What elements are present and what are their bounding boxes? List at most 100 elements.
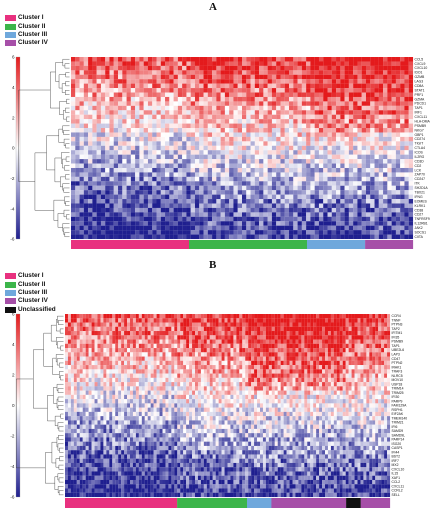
heatmap-cell [113,123,119,129]
heatmap-cell [139,207,144,213]
heatmap-cell [216,61,221,66]
heatmap-cell [139,79,144,84]
heatmap-cell [348,167,354,173]
heatmap-cell [259,225,264,231]
heatmap-cell [314,185,320,191]
heatmap-cell [130,190,136,195]
heatmap-cell [345,360,349,366]
heatmap-cell [301,326,305,332]
heatmap-cell [109,331,113,336]
heatmap-cell [336,154,341,160]
heatmap-cell [297,114,302,120]
heatmap-cell [168,360,172,366]
heatmap-cell [370,159,375,164]
heatmap-cell [365,119,371,124]
heatmap-cell [153,348,157,353]
heatmap-cell [297,163,302,169]
heatmap-cell [301,365,305,370]
heatmap-cell [295,356,299,361]
heatmap-cell [267,119,272,124]
heatmap-cell [259,74,264,80]
heatmap-cell [348,92,354,97]
heatmap-cell [259,176,264,182]
heatmap-cell [135,154,140,160]
heatmap-cell [168,318,172,323]
heatmap-cell [73,356,77,361]
heatmap-cell [354,360,358,366]
heatmap-cell [259,79,264,84]
heatmap-cell [100,61,106,66]
heatmap-cell [144,348,148,353]
heatmap-cell [301,123,307,129]
heatmap-cell [224,356,228,361]
heatmap-cell [88,318,92,323]
heatmap-cell [297,207,302,213]
heatmap-cell [365,234,371,240]
heatmap-cell [209,335,213,340]
heatmap-cell [357,83,362,89]
heatmap-cell [118,339,122,344]
heatmap-cell [207,145,213,151]
heatmap-cell [289,88,294,93]
heatmap-cell [267,132,272,137]
heatmap-cell [242,57,247,62]
heatmap-cell [212,105,217,111]
heatmap-cell [391,119,396,124]
heatmap-cell [289,65,294,71]
heatmap-cell [130,132,136,137]
heatmap-cell [224,163,230,169]
heatmap-cell [203,221,208,226]
heatmap-cell [306,199,311,204]
heatmap-cell [387,369,391,374]
heatmap-cell [274,360,278,366]
heatmap-cell [180,339,184,344]
legend: Cluster I Cluster II Cluster III Cluster… [5,14,48,48]
heatmap-cell [105,216,110,222]
heatmap-cell [105,185,110,191]
heatmap-cell [212,335,216,340]
heatmap-cell [363,318,367,323]
heatmap-cell [263,79,268,84]
heatmap-cell [289,70,294,75]
heatmap-cell [289,230,294,235]
heatmap-cell [169,110,174,115]
heatmap-cell [301,339,305,344]
heatmap-cell [286,369,290,374]
heatmap-cell [340,70,345,75]
heatmap-cell [135,212,140,217]
heatmap-cell [150,365,154,370]
color-scale-tick: 4 [12,85,15,90]
heatmap-cell [265,348,269,353]
heatmap-cell [71,159,76,164]
heatmap-cell [139,185,144,191]
heatmap-cell [263,101,268,106]
heatmap-cell [147,141,153,146]
heatmap-cell [143,176,149,182]
heatmap-cell [331,61,337,66]
heatmap-cell [194,216,200,222]
heatmap-cell [94,335,98,340]
heatmap-cell [186,79,191,84]
heatmap-cell [71,167,76,173]
legend-label: Cluster IV [18,297,48,305]
heatmap-cell [177,181,183,186]
heatmap-cell [274,331,278,336]
heatmap-cell [327,343,331,349]
heatmap-cell [283,326,287,332]
gene-label: CTLA4 [415,146,426,150]
heatmap-cell [370,199,375,204]
heatmap-cell [143,185,149,191]
heatmap-cell [227,343,231,349]
heatmap-cell [318,110,324,115]
heatmap-cell [186,145,191,151]
heatmap-cell [297,212,302,217]
heatmap-cell [361,92,367,97]
heatmap-cell [71,79,76,84]
heatmap-cell [118,101,123,106]
heatmap-cell [229,159,234,164]
heatmap-cell [297,230,302,235]
heatmap-cell [71,70,76,75]
heatmap-cell [152,221,157,226]
heatmap-cell [186,110,191,115]
heatmap-cell [88,331,92,336]
